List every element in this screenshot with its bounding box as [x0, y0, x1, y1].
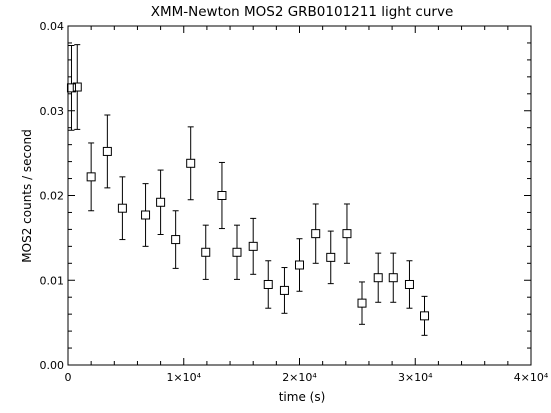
square-marker: [373, 273, 383, 283]
y-axis-label: MOS2 counts / second: [20, 129, 34, 262]
square-marker: [263, 279, 273, 289]
square-marker: [232, 247, 242, 257]
y-tick-label: 0.03: [40, 105, 65, 118]
data-point: [342, 203, 352, 264]
data-point: [232, 224, 242, 280]
x-tick-label: 0: [65, 371, 72, 384]
square-marker: [342, 229, 352, 239]
square-marker: [326, 252, 336, 262]
x-tick-label: 4×10⁴: [514, 371, 549, 384]
square-marker: [404, 279, 414, 289]
square-marker: [420, 311, 430, 321]
square-marker: [171, 235, 181, 245]
data-point: [279, 267, 289, 314]
y-tick-label: 0.00: [40, 359, 65, 372]
chart-title: XMM-Newton MOS2 GRB0101211 light curve: [151, 4, 454, 20]
square-marker: [186, 158, 196, 168]
square-marker: [279, 285, 289, 295]
square-marker: [248, 241, 258, 251]
data-point: [171, 210, 181, 269]
data-point: [295, 238, 304, 292]
square-marker: [156, 197, 166, 207]
data-point: [217, 161, 227, 230]
data-point: [248, 217, 258, 275]
y-tick-label: 0.02: [40, 190, 65, 203]
square-marker: [86, 172, 96, 182]
square-marker: [141, 210, 151, 220]
data-point: [373, 252, 383, 303]
data-point: [388, 252, 398, 303]
y-axis-ticks: 0.00 0.01 0.02 0.03 0.04: [40, 20, 531, 372]
square-marker: [117, 203, 127, 213]
x-axis-label: time (s): [279, 390, 326, 404]
data-point: [311, 203, 321, 264]
square-marker: [201, 247, 211, 257]
data-point: [201, 224, 211, 280]
data-point: [72, 44, 82, 130]
data-point: [420, 295, 430, 336]
square-marker: [357, 298, 367, 308]
data-point: [404, 260, 414, 309]
square-marker: [311, 229, 321, 239]
data-point: [357, 281, 367, 325]
data-points: [66, 44, 430, 336]
data-point: [263, 260, 273, 309]
y-tick-label: 0.01: [40, 274, 65, 287]
square-marker: [66, 83, 76, 93]
square-marker: [295, 260, 304, 270]
data-point: [186, 126, 196, 201]
data-point: [156, 169, 166, 235]
square-marker: [388, 273, 398, 283]
data-point: [117, 176, 127, 241]
x-tick-label: 1×10⁴: [166, 371, 201, 384]
data-point: [326, 230, 336, 285]
data-point: [66, 44, 76, 131]
data-point: [102, 114, 112, 189]
square-marker: [72, 82, 82, 92]
x-tick-label: 2×10⁴: [282, 371, 317, 384]
x-tick-label: 3×10⁴: [398, 371, 433, 384]
data-point: [141, 183, 151, 247]
square-marker: [102, 146, 112, 156]
square-marker: [217, 191, 227, 200]
x-axis-ticks: 0 1×10⁴ 2×10⁴ 3×10⁴ 4×10⁴: [65, 26, 549, 384]
y-tick-label: 0.04: [40, 20, 65, 33]
data-point: [86, 142, 96, 212]
